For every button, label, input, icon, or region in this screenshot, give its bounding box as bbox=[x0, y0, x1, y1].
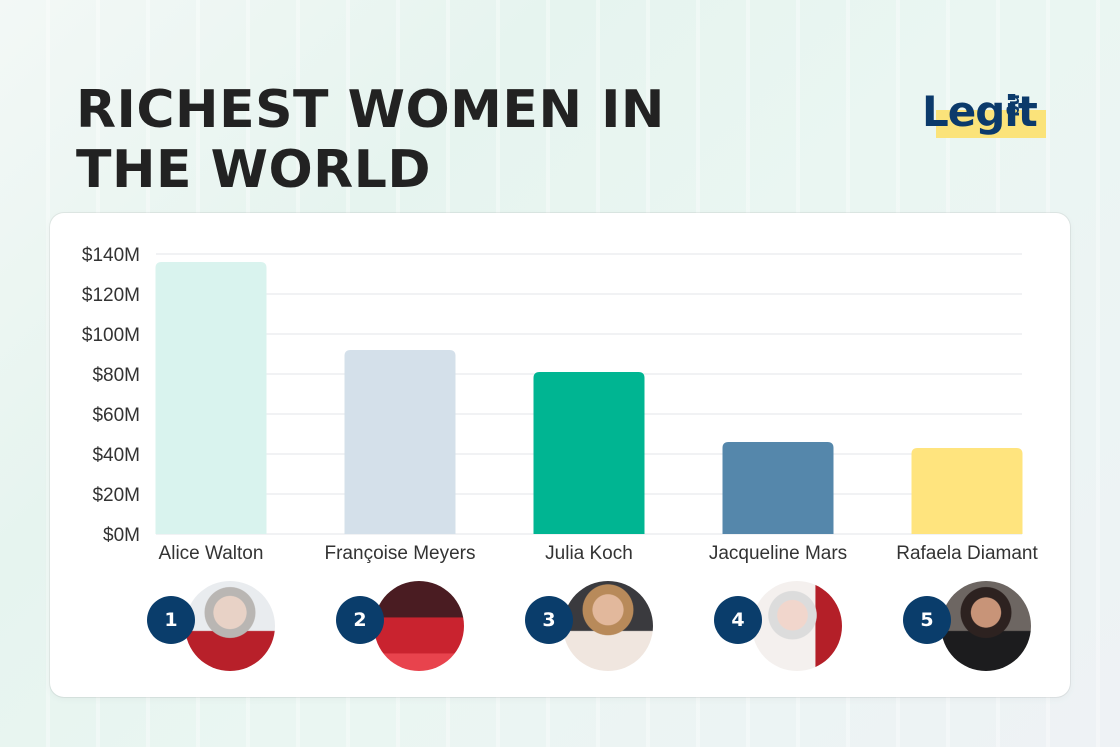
avatar bbox=[563, 581, 653, 671]
x-tick-label: Jacqueline Mars bbox=[709, 543, 847, 564]
x-tick-label: Rafaela Diamant bbox=[896, 543, 1038, 564]
y-tick-label: $100M bbox=[82, 325, 140, 346]
rank-badge: 3 bbox=[525, 596, 573, 644]
y-tick-label: $120M bbox=[82, 285, 140, 306]
x-tick-label: Julia Koch bbox=[545, 543, 633, 564]
x-tick-label: Alice Walton bbox=[159, 543, 264, 564]
chart-card: $0M $20M $40M $60M $80M $100M $120M $140M Alice … bbox=[50, 213, 1070, 697]
avatar bbox=[941, 581, 1031, 671]
y-tick-label: $40M bbox=[92, 445, 140, 466]
rank-badge: 1 bbox=[147, 596, 195, 644]
y-tick-label: $140M bbox=[82, 245, 140, 266]
avatar bbox=[752, 581, 842, 671]
legit-logo: Legit ng bbox=[922, 84, 1052, 140]
rank-badge: 2 bbox=[336, 596, 384, 644]
logo-highlight bbox=[936, 110, 1046, 138]
bar-julia-koch bbox=[533, 372, 645, 534]
bar-jacqueline-mars bbox=[722, 442, 834, 534]
y-tick-label: $0M bbox=[103, 525, 140, 546]
logo-suffix: ng bbox=[1006, 94, 1025, 117]
y-tick-label: $20M bbox=[92, 485, 140, 506]
avatar bbox=[374, 581, 464, 671]
x-tick-label: Françoise Meyers bbox=[325, 543, 476, 564]
y-tick-label: $80M bbox=[92, 365, 140, 386]
bar-fran-oise-meyers bbox=[344, 350, 456, 534]
bar-rafaela-diamant bbox=[911, 448, 1023, 534]
rank-badge: 5 bbox=[903, 596, 951, 644]
bar-alice-walton bbox=[155, 262, 267, 534]
y-tick-label: $60M bbox=[92, 405, 140, 426]
avatar bbox=[185, 581, 275, 671]
rank-badge: 4 bbox=[714, 596, 762, 644]
logo-text: Legit bbox=[922, 87, 1038, 136]
page-title: RICHEST WOMEN IN THE WORLD bbox=[76, 80, 665, 200]
bar-chart: $0M $20M $40M $60M $80M $100M $120M $140M Alice … bbox=[82, 245, 1039, 564]
